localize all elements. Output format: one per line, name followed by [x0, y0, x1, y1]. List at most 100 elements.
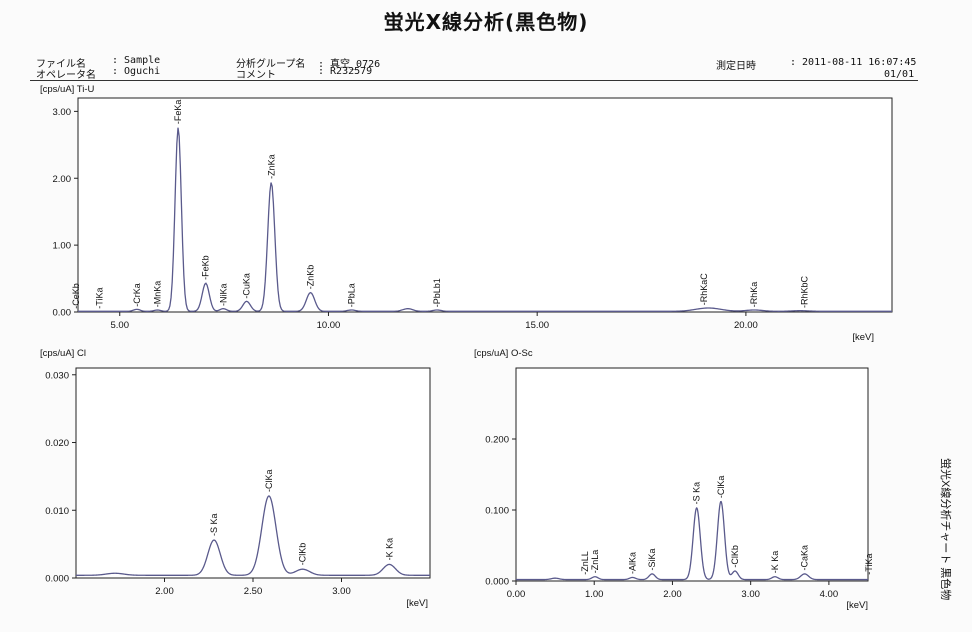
peak-label: -PbLb1	[432, 278, 442, 307]
chart-o-sc: [cps/uA] O-Sc [keV] 0.000 0.100 0.200 0.00 1.0…	[474, 348, 874, 611]
peak-label: -ZnLL	[580, 551, 590, 575]
y-tick-label: 0.010	[45, 506, 69, 517]
y-axis-label: [cps/uA] Ti-U	[40, 84, 95, 95]
peak-label: -RhKaC	[699, 273, 709, 306]
peak-annotation: -ZnKb	[306, 265, 316, 290]
chart-ti-u: [cps/uA] Ti-U [keV] 0.00 1.00 2.00 3.00 5.00 10…	[40, 84, 893, 343]
peak-label: -CrKa	[132, 283, 142, 307]
peak-label: -K Ka	[770, 551, 780, 574]
peak-label: -AlKa	[628, 552, 638, 574]
peak-annotation: -CrKa	[132, 283, 142, 307]
peak-annotation: -AlKa	[628, 552, 638, 574]
peak-label: -ClKb	[730, 545, 740, 568]
peak-label: -ZnKb	[306, 265, 316, 290]
peak-annotation: -ClKb	[298, 543, 308, 566]
x-tick-label: 10.00	[317, 320, 341, 331]
peak-annotation: -RhKaC	[699, 273, 709, 306]
chart-cl: [cps/uA] Cl [keV] 0.000 0.010 0.020 0.030 2.00…	[40, 348, 431, 609]
group-label: 分析グループ名	[236, 59, 306, 70]
peak-annotation: -NiKa	[218, 283, 228, 306]
side-caption: 蛍光X線分析チャート 黒色物	[934, 458, 958, 618]
peak-annotation: -TiKa	[864, 554, 874, 575]
peak-annotation: -S Ka	[692, 482, 702, 505]
x-tick-label: 20.00	[734, 320, 758, 331]
y-tick-label: 0.030	[45, 370, 69, 381]
peak-annotation: -SiKa	[647, 548, 657, 570]
x-tick-label: 2.00	[663, 589, 682, 600]
peak-label: -CaKa	[800, 545, 810, 571]
peak-label: -NiKa	[218, 283, 228, 306]
y-tick-label: 0.200	[485, 435, 509, 446]
report-title: 蛍光X線分析(黒色物)	[383, 10, 589, 34]
peak-annotation: -ClKb	[730, 545, 740, 568]
y-tick-label: 0.00	[53, 308, 72, 319]
y-tick-label: 2.00	[53, 174, 72, 185]
peak-label: -FeKb	[201, 255, 211, 280]
peak-label: -FeKa	[173, 100, 183, 125]
peak-label: -S Ka	[209, 513, 219, 536]
y-tick-label: 1.00	[53, 241, 72, 252]
peak-label: -S Ka	[692, 482, 702, 505]
x-tick-label: 2.00	[155, 586, 174, 597]
peak-label: -ClKb	[298, 543, 308, 566]
comment-label: コメント	[236, 70, 276, 81]
x-tick-label: 3.00	[332, 586, 351, 597]
x-tick-label: 2.50	[244, 586, 263, 597]
spectrum-line	[76, 495, 430, 576]
peak-label: -RhKa	[749, 282, 759, 308]
date-value: : 2011-08-11 16:07:45	[790, 57, 917, 68]
file-label: ファイル名	[36, 59, 86, 70]
peak-label: -ClKa	[264, 469, 274, 492]
peak-label: -TiKa	[864, 554, 874, 575]
y-tick-label: 0.000	[485, 577, 509, 588]
peak-annotation: -S Ka	[209, 513, 219, 536]
peak-annotation: -K Ka	[770, 551, 780, 574]
date-label: 測定日時	[716, 61, 756, 72]
peak-annotation: -FeKb	[201, 255, 211, 280]
x-axis-label: [keV]	[846, 600, 868, 611]
operator-label: オペレータ名	[36, 70, 96, 81]
plot-frame	[77, 97, 893, 313]
x-tick-label: 0.00	[507, 589, 526, 600]
peak-label: -RhKbC	[799, 275, 809, 308]
peak-annotation: -FeKa	[173, 100, 183, 125]
peak-annotation: -RhKbC	[799, 275, 809, 308]
file-value: : Sample	[112, 55, 161, 66]
peak-annotation: -CeKb	[71, 283, 81, 309]
peak-label: -ZnKa	[266, 154, 276, 179]
y-tick-label: 3.00	[53, 107, 72, 118]
peak-annotation: -ZnKa	[266, 154, 276, 179]
comment-value: : R232579	[318, 66, 373, 77]
peak-label: -MnKa	[152, 281, 162, 308]
peak-label: -CuKa	[242, 273, 252, 299]
x-tick-label: 5.00	[110, 320, 129, 331]
peak-label: -ClKa	[716, 476, 726, 499]
peak-annotation: -ZnLL	[580, 551, 590, 575]
peak-label: -TiKa	[94, 288, 104, 309]
peak-label: -CeKb	[71, 283, 81, 309]
header-rule	[30, 80, 918, 81]
peak-annotation: -ZnLa	[590, 550, 600, 574]
peak-annotation: -RhKa	[749, 282, 759, 308]
x-axis-label: [keV]	[852, 332, 874, 343]
peak-label: -PbLa	[346, 283, 356, 307]
x-tick-label: 3.00	[741, 589, 760, 600]
spectrum-line	[78, 127, 892, 312]
peak-annotation: -K Ka	[384, 538, 394, 561]
peak-annotation: -MnKa	[152, 281, 162, 308]
peak-annotation: -ClKa	[716, 476, 726, 499]
plot-frame	[75, 367, 431, 579]
side-caption-text: 蛍光X線分析チャート 黒色物	[939, 458, 953, 600]
page-number: 01/01	[884, 69, 915, 80]
peak-label: -K Ka	[384, 538, 394, 561]
peak-annotation: -CuKa	[242, 273, 252, 299]
x-axis-label: [keV]	[406, 598, 428, 609]
operator-value: : Oguchi	[112, 66, 161, 77]
group-value: : 真空_0726	[318, 59, 381, 70]
peak-annotation: -TiKa	[94, 288, 104, 309]
peak-annotation: -PbLb1	[432, 278, 442, 307]
peak-annotation: -CaKa	[800, 545, 810, 571]
peak-label: -SiKa	[647, 548, 657, 570]
y-axis-label: [cps/uA] Cl	[40, 348, 86, 359]
x-tick-label: 4.00	[820, 589, 839, 600]
